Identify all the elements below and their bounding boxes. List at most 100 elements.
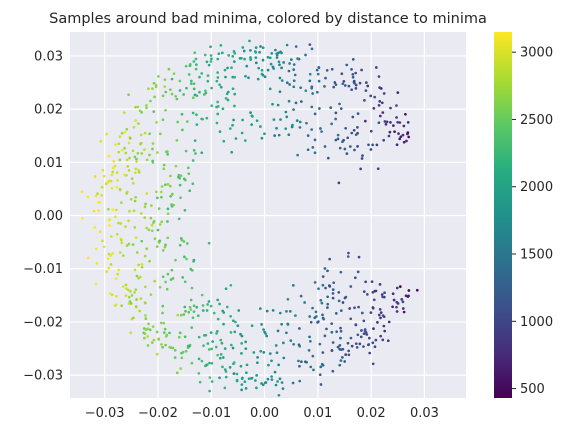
scatter-point <box>140 265 144 269</box>
scatter-point <box>231 346 235 350</box>
scatter-point <box>180 351 183 355</box>
scatter-point <box>280 79 284 82</box>
scatter-point <box>156 228 160 232</box>
scatter-point <box>240 388 243 392</box>
scatter-point <box>120 148 124 152</box>
scatter-point <box>134 236 138 240</box>
scatter-point <box>124 225 127 228</box>
scatter-point <box>107 218 111 222</box>
scatter-point <box>137 168 141 172</box>
scatter-point <box>185 86 188 90</box>
scatter-point <box>310 86 314 90</box>
scatter-point <box>319 127 322 130</box>
scatter-point <box>351 75 355 79</box>
scatter-point <box>315 68 319 72</box>
scatter-point <box>195 113 198 117</box>
scatter-point <box>164 335 168 338</box>
scatter-point <box>176 313 180 317</box>
scatter-point <box>323 84 326 88</box>
scatter-point <box>229 343 233 347</box>
scatter-point <box>284 127 288 131</box>
scatter-point <box>306 134 310 138</box>
scatter-point <box>359 335 363 339</box>
scatter-point <box>206 342 210 345</box>
y-tick-label: −0.01 <box>23 262 63 277</box>
scatter-point <box>316 72 320 76</box>
scatter-point <box>191 316 195 320</box>
scatter-point <box>222 322 225 326</box>
scatter-point <box>370 280 374 284</box>
scatter-point <box>338 363 342 367</box>
scatter-point <box>374 66 378 69</box>
scatter-point <box>192 258 196 262</box>
scatter-point <box>100 194 104 197</box>
scatter-point <box>260 68 264 72</box>
x-tick-label: 0.00 <box>250 406 279 421</box>
scatter-point <box>204 364 207 368</box>
scatter-point <box>131 243 135 246</box>
scatter-point <box>129 197 133 201</box>
scatter-point <box>240 383 244 386</box>
scatter-point <box>194 152 197 155</box>
scatter-point <box>298 126 302 129</box>
scatter-point <box>329 106 333 109</box>
scatter-point <box>81 216 84 220</box>
scatter-point <box>229 314 232 318</box>
scatter-point <box>260 72 264 76</box>
scatter-point <box>117 268 121 272</box>
scatter-point <box>384 122 388 126</box>
scatter-point <box>192 310 196 314</box>
scatter-point <box>178 243 182 247</box>
scatter-point <box>397 132 400 135</box>
x-tick-label: 0.03 <box>410 406 439 421</box>
y-tick-label: 0.01 <box>34 156 63 171</box>
scatter-point <box>317 65 321 69</box>
scatter-point <box>231 123 234 127</box>
scatter-point <box>144 317 148 321</box>
scatter-point <box>100 185 104 189</box>
scatter-point <box>282 356 286 360</box>
scatter-point <box>93 175 97 178</box>
scatter-point <box>179 174 183 178</box>
scatter-point <box>326 295 329 299</box>
scatter-point <box>203 53 207 57</box>
scatter-point <box>321 363 325 367</box>
scatter-point <box>148 153 151 157</box>
scatter-point <box>280 51 283 55</box>
scatter-point <box>331 341 335 344</box>
scatter-point <box>177 217 181 221</box>
scatter-point <box>219 338 223 342</box>
scatter-point <box>170 77 174 81</box>
scatter-point <box>318 373 322 377</box>
scatter-point <box>136 152 140 155</box>
scatter-point <box>382 92 386 95</box>
scatter-point <box>385 120 389 124</box>
scatter-point <box>298 364 301 368</box>
scatter-point <box>357 305 360 309</box>
scatter-point <box>407 135 411 139</box>
scatter-point <box>285 81 289 85</box>
scatter-point <box>127 219 130 223</box>
scatter-point <box>354 83 358 87</box>
scatter-point <box>124 287 128 290</box>
scatter-point <box>249 111 252 114</box>
scatter-point <box>170 92 174 96</box>
scatter-point <box>378 114 382 118</box>
scatter-point <box>299 294 303 298</box>
scatter-point <box>281 387 285 390</box>
scatter-point <box>198 380 202 384</box>
scatter-point <box>267 363 270 367</box>
scatter-point <box>165 287 169 291</box>
scatter-point <box>395 143 399 147</box>
scatter-point <box>321 313 324 317</box>
scatter-point <box>271 309 275 312</box>
scatter-point <box>261 46 265 50</box>
scatter-point <box>151 147 154 151</box>
scatter-point <box>232 361 236 364</box>
scatter-point <box>162 163 166 167</box>
scatter-point <box>145 158 149 162</box>
scatter-point <box>215 79 219 83</box>
scatter-point <box>319 383 323 386</box>
scatter-point <box>353 276 357 280</box>
scatter-point <box>250 377 253 380</box>
